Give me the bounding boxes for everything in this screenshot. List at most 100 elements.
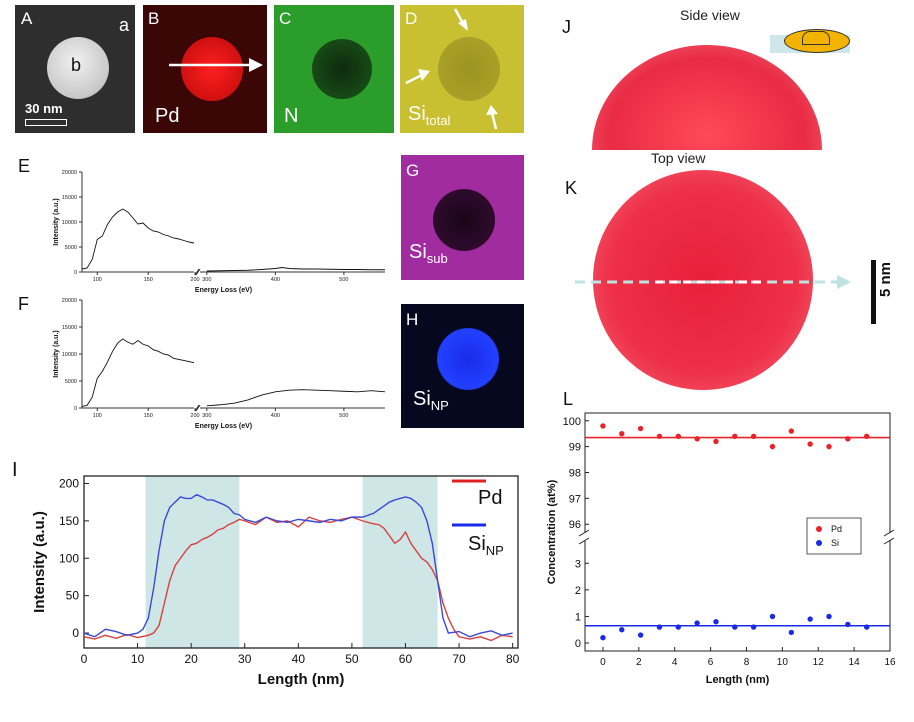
x-tick-label: 10 [777, 657, 789, 668]
axis-break-gap [580, 533, 897, 541]
panel-c-n-map: C N [274, 5, 394, 133]
y-axis-title: Intensity (a.u.) [31, 511, 48, 613]
pd-point [845, 436, 851, 442]
pd-point [769, 443, 776, 450]
pd-point [656, 433, 663, 439]
x-tick-label: 2 [636, 657, 642, 668]
pd-point [788, 428, 795, 434]
x-tick-label: 0 [600, 657, 606, 668]
panel-letter-b: B [148, 9, 160, 28]
scalebar-a [25, 119, 67, 126]
panel-letter-e: E [18, 156, 30, 176]
x-tick-label: 200 [190, 277, 199, 283]
y-tick-label: 20000 [62, 170, 77, 176]
x-tick-label: 50 [345, 652, 359, 666]
panel-letter-l: L [563, 389, 573, 409]
si-point [863, 624, 870, 630]
y-tick-label: 99 [569, 442, 581, 454]
region-b-label: b [71, 55, 82, 75]
haadf-particle [47, 37, 109, 99]
chart-e: E 0 5000 10000 15000 20000 100 150 200 300 400 500… [18, 156, 385, 294]
pd-point [826, 443, 832, 450]
legend-label-si-np: SiNP [468, 533, 504, 558]
x-tick-label: 500 [339, 277, 348, 283]
n-particle [312, 39, 372, 99]
x-tick-label: 6 [708, 657, 714, 668]
x-tick-label: 16 [884, 657, 896, 668]
pd-point [675, 433, 681, 439]
plot-frame [83, 475, 519, 649]
x-tick-label: 12 [813, 657, 825, 668]
pd-point [807, 441, 813, 447]
axis-break [194, 268, 200, 276]
x-tick-label: 80 [506, 652, 520, 666]
si-point [637, 632, 644, 638]
panel-letter-i: I [12, 459, 18, 481]
axis-break [194, 404, 200, 412]
x-tick-label: 300 [202, 277, 211, 283]
y-tick-label: 50 [66, 589, 80, 603]
panel-h-si-np-map: H SiNP [401, 304, 524, 428]
pd-point [732, 433, 738, 439]
top-view-particle [593, 170, 813, 390]
panel-k-top-view: K Top view 5 nm [555, 150, 905, 390]
scalebar-label-k: 5 nm [877, 262, 894, 298]
axis-break-mark [883, 537, 895, 545]
si-point [845, 621, 851, 628]
pd-point [750, 433, 757, 439]
x-tick-label: 0 [81, 652, 88, 666]
legend-box [806, 517, 862, 555]
si-point [713, 619, 719, 625]
si-point [769, 613, 776, 620]
particle-dome-icon [802, 31, 830, 45]
pd-point [713, 438, 719, 445]
panel-a-haadf: A a b 30 nm [15, 5, 135, 133]
x-tick-label: 400 [271, 277, 280, 283]
panel-letter-j: J [562, 17, 571, 37]
x-tick-label: 4 [672, 657, 678, 668]
spectrum-low-loss [81, 338, 195, 407]
spectrum-high-loss [206, 267, 385, 272]
si-point [600, 635, 606, 641]
si-point [826, 613, 832, 620]
si-point [788, 629, 795, 636]
si-point [750, 624, 757, 630]
pd-particle [181, 37, 243, 101]
chart-f: F 0 5000 10000 15000 20000 100 150 200 300 400 500… [18, 294, 386, 430]
y-tick-label: 2 [575, 585, 581, 597]
x-axis-title: Energy Loss (eV) [195, 423, 252, 430]
axis-break-mark [578, 537, 590, 545]
spectrum-low-loss [81, 208, 195, 270]
pd-point [637, 425, 644, 432]
y-tick-label: 0 [72, 626, 79, 640]
y-tick-label: 15000 [62, 195, 77, 201]
panel-letter-f: F [18, 294, 29, 314]
series-line-pd [83, 516, 513, 642]
y-tick-label: 100 [59, 551, 79, 565]
y-axis-title: Intensity (a.u.) [53, 330, 60, 377]
axis-break-mark [578, 529, 590, 537]
x-axis-title: Length (nm) [258, 671, 345, 688]
x-tick-label: 100 [93, 413, 102, 419]
axis-break [195, 404, 201, 412]
si-point [694, 620, 700, 626]
x-tick-label: 70 [452, 652, 466, 666]
y-tick-label: 97 [569, 493, 581, 505]
element-label-n: N [284, 105, 299, 127]
x-tick-label: 300 [202, 413, 211, 419]
legend-subscript: NP [486, 543, 504, 558]
legend-marker-pd [816, 526, 822, 532]
x-tick-label: 10 [131, 652, 145, 666]
x-tick-label: 20 [184, 652, 198, 666]
legend-label-pd: Pd [831, 524, 842, 534]
si-point [675, 624, 681, 630]
y-tick-label: 0 [74, 406, 77, 412]
y-tick-label: 150 [59, 514, 79, 528]
panel-g-si-sub-map: G Sisub [401, 155, 524, 280]
side-view-cap [592, 45, 822, 150]
x-tick-label: 100 [93, 277, 102, 283]
pd-point [619, 430, 625, 437]
si-text: Si [408, 103, 426, 125]
scalebar-label-a: 30 nm [25, 101, 63, 116]
y-tick-label: 5000 [65, 379, 77, 385]
